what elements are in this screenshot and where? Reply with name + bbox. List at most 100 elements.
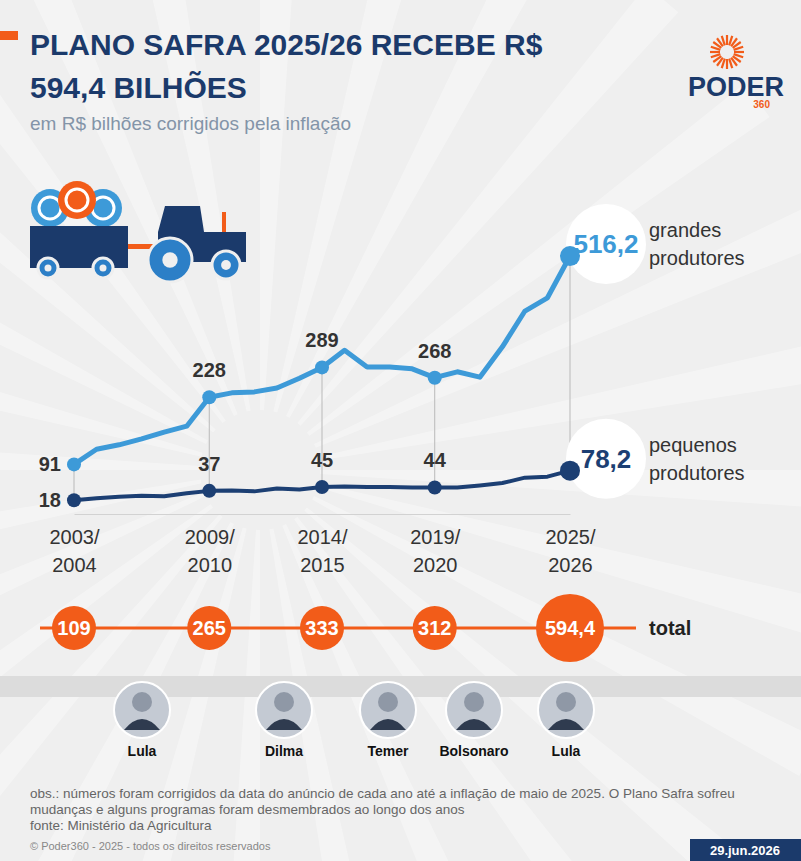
marker — [428, 480, 442, 494]
total-marker — [300, 606, 344, 650]
tick-label: 2025/2026 — [545, 526, 595, 576]
presidents: LulaDilmaTemerBolsonaroLula — [114, 682, 594, 759]
total-marker — [52, 606, 96, 650]
total-label: 594,4 — [545, 617, 596, 639]
photo-body — [124, 719, 160, 730]
chart: PLANO SAFRA 2025/26 RECEBE R$594,4 BILHÕ… — [0, 0, 801, 861]
ray — [318, 332, 801, 461]
logo-sub: 360 — [753, 99, 770, 110]
president-name: Dilma — [265, 743, 303, 759]
copyright: © Poder360 - 2025 - todos os direitos re… — [30, 840, 271, 852]
value-label: 78,2 — [581, 444, 632, 474]
value-label: 289 — [305, 329, 338, 351]
photo — [538, 682, 594, 738]
photo-head — [556, 692, 576, 712]
value-label: 37 — [198, 453, 220, 475]
date: 29.jun.2026 — [710, 843, 780, 858]
photo-body — [370, 719, 406, 730]
x-axis: 2003/2004 2009/2010 2014/2015 2019/2020 2025… — [49, 514, 595, 576]
series-name: grandesprodutores — [649, 219, 745, 269]
president-name: Lula — [128, 743, 157, 759]
subtitle: em R$ bilhões corrigidos pela inflação — [30, 113, 351, 134]
total-marker — [413, 606, 457, 650]
hub — [162, 252, 177, 267]
guide-line — [570, 256, 571, 471]
logo-ray — [722, 36, 725, 46]
president-name: Bolsonaro — [439, 743, 508, 759]
background-rays — [0, 0, 801, 861]
date-box — [690, 839, 801, 861]
tick: 2019/2020 — [410, 514, 460, 576]
value-label: 44 — [424, 449, 447, 471]
tick-label: 2019/2020 — [410, 526, 460, 576]
value-label: 268 — [418, 340, 451, 362]
hub — [100, 265, 107, 272]
tick: 2009/2010 — [185, 514, 235, 576]
line — [74, 471, 570, 500]
coin-ring — [39, 197, 61, 219]
end-disc — [566, 419, 646, 499]
tick: 2003/2004 — [49, 514, 99, 576]
logo-ray — [726, 35, 728, 45]
coin-ring — [66, 189, 88, 211]
photo-head — [378, 692, 398, 712]
photo — [360, 682, 416, 738]
photo — [256, 682, 312, 738]
total-label: 333 — [305, 617, 338, 639]
photo — [114, 682, 170, 738]
logo-ray — [734, 51, 744, 53]
tick: 2025/2026 — [545, 514, 595, 576]
logo-ray — [726, 59, 728, 69]
wheel — [212, 251, 240, 279]
accent-bar — [0, 31, 18, 40]
value-label: 516,2 — [573, 229, 638, 259]
photo-head — [274, 692, 294, 712]
logo-ray — [710, 51, 720, 53]
marker — [560, 461, 580, 481]
ray — [122, 0, 251, 412]
note: obs.: números foram corrigidos da data d… — [30, 786, 735, 817]
totals-name: total — [649, 617, 691, 639]
marker — [67, 457, 81, 471]
logo-ray — [729, 59, 732, 69]
photo-body — [456, 719, 492, 730]
hub — [45, 265, 52, 272]
tick-label: 2003/2004 — [49, 526, 99, 576]
title: PLANO SAFRA 2025/26 RECEBE R$594,4 BILHÕ… — [30, 28, 543, 104]
logo-ray — [711, 54, 721, 57]
value-label: 18 — [39, 489, 61, 511]
totals: 109265333312594,4total — [40, 594, 691, 662]
plot — [67, 246, 580, 507]
photo — [446, 682, 502, 738]
hub — [221, 260, 231, 270]
value-label: 45 — [311, 449, 333, 471]
value-label: 91 — [39, 453, 61, 475]
marker — [428, 371, 442, 385]
labels: 91 228 289 268 516,2 grandesprodutores 18 37 45 4… — [39, 219, 745, 511]
total-label: 265 — [193, 617, 226, 639]
marker — [315, 360, 329, 374]
marker — [67, 493, 81, 507]
coin — [58, 181, 96, 219]
guide-line — [209, 397, 210, 491]
logo-ray — [734, 47, 744, 50]
end-discs — [566, 204, 646, 499]
total-label: 109 — [57, 617, 90, 639]
end-disc — [566, 204, 646, 284]
series-name: pequenosprodutores — [649, 434, 745, 484]
ray — [317, 483, 801, 648]
logo: PODER360 — [688, 35, 784, 110]
wheel — [93, 258, 113, 278]
guides — [74, 256, 570, 500]
wheel — [38, 258, 58, 278]
photo-body — [266, 719, 302, 730]
photo-head — [132, 692, 152, 712]
total-marker — [536, 594, 604, 662]
photo-head — [464, 692, 484, 712]
tick-label: 2014/2015 — [297, 526, 347, 576]
marker — [202, 484, 216, 498]
line — [74, 256, 570, 464]
total-marker — [187, 606, 231, 650]
tractor-icon — [30, 181, 246, 282]
value-label: 228 — [193, 359, 226, 381]
